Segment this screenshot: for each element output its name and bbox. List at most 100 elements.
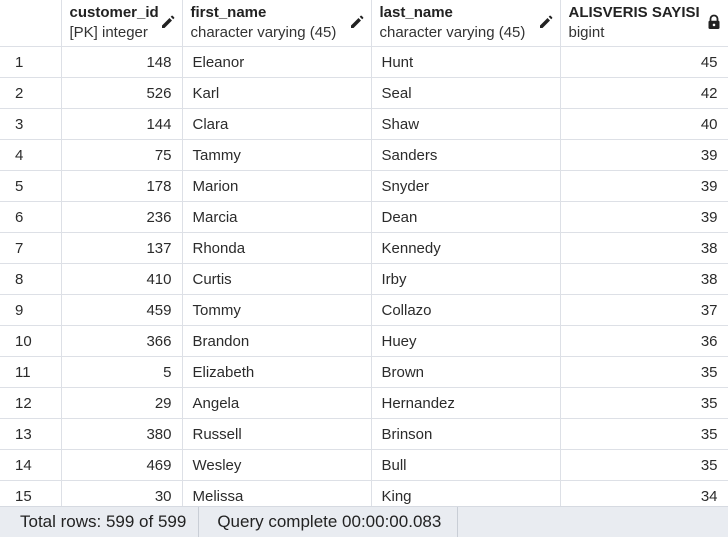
row-number-cell[interactable]: 13 — [0, 418, 62, 450]
alisveris-sayisi-cell[interactable]: 40 — [560, 108, 728, 140]
first-name-cell[interactable]: Russell — [182, 418, 372, 450]
alisveris-sayisi-cell[interactable]: 42 — [560, 77, 728, 109]
first-name-cell[interactable]: Clara — [182, 108, 372, 140]
row-number-cell[interactable]: 7 — [0, 232, 62, 264]
customer-id-cell[interactable]: 30 — [61, 480, 183, 506]
row-number-cell[interactable]: 1 — [0, 46, 62, 78]
alisveris-sayisi-cell[interactable]: 38 — [560, 263, 728, 295]
column-header-last-name[interactable]: last_name character varying (45) — [371, 0, 561, 47]
customer-id-cell[interactable]: 410 — [61, 263, 183, 295]
last-name-cell[interactable]: Kennedy — [371, 232, 561, 264]
last-name-cell[interactable]: Hunt — [371, 46, 561, 78]
row-number-cell[interactable]: 14 — [0, 449, 62, 481]
table-row[interactable]: 14 469 Wesley Bull 35 — [0, 449, 728, 481]
last-name-cell[interactable]: Shaw — [371, 108, 561, 140]
row-number-cell[interactable]: 5 — [0, 170, 62, 202]
row-number-cell[interactable]: 8 — [0, 263, 62, 295]
last-name-cell[interactable]: Snyder — [371, 170, 561, 202]
row-number-cell[interactable]: 11 — [0, 356, 62, 388]
alisveris-sayisi-cell[interactable]: 35 — [560, 356, 728, 388]
table-row[interactable]: 7 137 Rhonda Kennedy 38 — [0, 232, 728, 264]
first-name-cell[interactable]: Rhonda — [182, 232, 372, 264]
customer-id-cell[interactable]: 526 — [61, 77, 183, 109]
first-name-cell[interactable]: Tammy — [182, 139, 372, 171]
table-row[interactable]: 12 29 Angela Hernandez 35 — [0, 387, 728, 419]
table-row[interactable]: 13 380 Russell Brinson 35 — [0, 418, 728, 450]
row-number-cell[interactable]: 15 — [0, 480, 62, 506]
last-name-cell[interactable]: Brinson — [371, 418, 561, 450]
last-name-cell[interactable]: Sanders — [371, 139, 561, 171]
row-number-cell[interactable]: 6 — [0, 201, 62, 233]
customer-id-cell[interactable]: 469 — [61, 449, 183, 481]
last-name-cell[interactable]: King — [371, 480, 561, 506]
first-name-cell[interactable]: Melissa — [182, 480, 372, 506]
alisveris-sayisi-cell[interactable]: 39 — [560, 139, 728, 171]
first-name-cell[interactable]: Curtis — [182, 263, 372, 295]
first-name-cell[interactable]: Angela — [182, 387, 372, 419]
column-name: last_name — [379, 4, 453, 21]
first-name-cell[interactable]: Marcia — [182, 201, 372, 233]
table-row[interactable]: 1 148 Eleanor Hunt 45 — [0, 46, 728, 78]
pencil-icon[interactable] — [160, 14, 176, 30]
row-number-cell[interactable]: 2 — [0, 77, 62, 109]
row-number-cell[interactable]: 4 — [0, 139, 62, 171]
last-name-cell[interactable]: Huey — [371, 325, 561, 357]
row-number-cell[interactable]: 9 — [0, 294, 62, 326]
first-name-cell[interactable]: Brandon — [182, 325, 372, 357]
first-name-cell[interactable]: Elizabeth — [182, 356, 372, 388]
first-name-cell[interactable]: Tommy — [182, 294, 372, 326]
customer-id-cell[interactable]: 75 — [61, 139, 183, 171]
table-row[interactable]: 15 30 Melissa King 34 — [0, 480, 728, 506]
table-row[interactable]: 3 144 Clara Shaw 40 — [0, 108, 728, 140]
customer-id-cell[interactable]: 148 — [61, 46, 183, 78]
pencil-icon[interactable] — [538, 14, 554, 30]
last-name-cell[interactable]: Irby — [371, 263, 561, 295]
table-row[interactable]: 11 5 Elizabeth Brown 35 — [0, 356, 728, 388]
alisveris-sayisi-cell[interactable]: 36 — [560, 325, 728, 357]
customer-id-cell[interactable]: 144 — [61, 108, 183, 140]
alisveris-sayisi-cell[interactable]: 37 — [560, 294, 728, 326]
alisveris-sayisi-cell[interactable]: 35 — [560, 387, 728, 419]
row-number-cell[interactable]: 12 — [0, 387, 62, 419]
row-number-header[interactable] — [0, 0, 62, 47]
table-row[interactable]: 8 410 Curtis Irby 38 — [0, 263, 728, 295]
customer-id-cell[interactable]: 380 — [61, 418, 183, 450]
first-name-cell[interactable]: Marion — [182, 170, 372, 202]
customer-id-cell[interactable]: 459 — [61, 294, 183, 326]
last-name-cell[interactable]: Brown — [371, 356, 561, 388]
pencil-icon[interactable] — [349, 14, 365, 30]
alisveris-sayisi-cell[interactable]: 45 — [560, 46, 728, 78]
alisveris-sayisi-cell[interactable]: 34 — [560, 480, 728, 506]
last-name-cell[interactable]: Dean — [371, 201, 561, 233]
row-number-cell[interactable]: 10 — [0, 325, 62, 357]
table-row[interactable]: 5 178 Marion Snyder 39 — [0, 170, 728, 202]
customer-id-cell[interactable]: 236 — [61, 201, 183, 233]
table-row[interactable]: 6 236 Marcia Dean 39 — [0, 201, 728, 233]
alisveris-sayisi-cell[interactable]: 35 — [560, 418, 728, 450]
results-grid[interactable]: customer_id [PK] integer first_name char… — [0, 0, 728, 506]
last-name-cell[interactable]: Seal — [371, 77, 561, 109]
alisveris-sayisi-cell[interactable]: 35 — [560, 449, 728, 481]
alisveris-sayisi-cell[interactable]: 39 — [560, 170, 728, 202]
first-name-cell[interactable]: Karl — [182, 77, 372, 109]
column-header-customer-id[interactable]: customer_id [PK] integer — [61, 0, 183, 47]
customer-id-cell[interactable]: 29 — [61, 387, 183, 419]
column-header-alisveris-sayisi[interactable]: ALISVERIS SAYISI bigint — [560, 0, 728, 47]
last-name-cell[interactable]: Hernandez — [371, 387, 561, 419]
table-row[interactable]: 9 459 Tommy Collazo 37 — [0, 294, 728, 326]
customer-id-cell[interactable]: 5 — [61, 356, 183, 388]
table-row[interactable]: 4 75 Tammy Sanders 39 — [0, 139, 728, 171]
alisveris-sayisi-cell[interactable]: 39 — [560, 201, 728, 233]
first-name-cell[interactable]: Eleanor — [182, 46, 372, 78]
table-row[interactable]: 2 526 Karl Seal 42 — [0, 77, 728, 109]
last-name-cell[interactable]: Collazo — [371, 294, 561, 326]
row-number-cell[interactable]: 3 — [0, 108, 62, 140]
first-name-cell[interactable]: Wesley — [182, 449, 372, 481]
column-header-first-name[interactable]: first_name character varying (45) — [182, 0, 372, 47]
table-row[interactable]: 10 366 Brandon Huey 36 — [0, 325, 728, 357]
customer-id-cell[interactable]: 366 — [61, 325, 183, 357]
alisveris-sayisi-cell[interactable]: 38 — [560, 232, 728, 264]
customer-id-cell[interactable]: 178 — [61, 170, 183, 202]
last-name-cell[interactable]: Bull — [371, 449, 561, 481]
customer-id-cell[interactable]: 137 — [61, 232, 183, 264]
